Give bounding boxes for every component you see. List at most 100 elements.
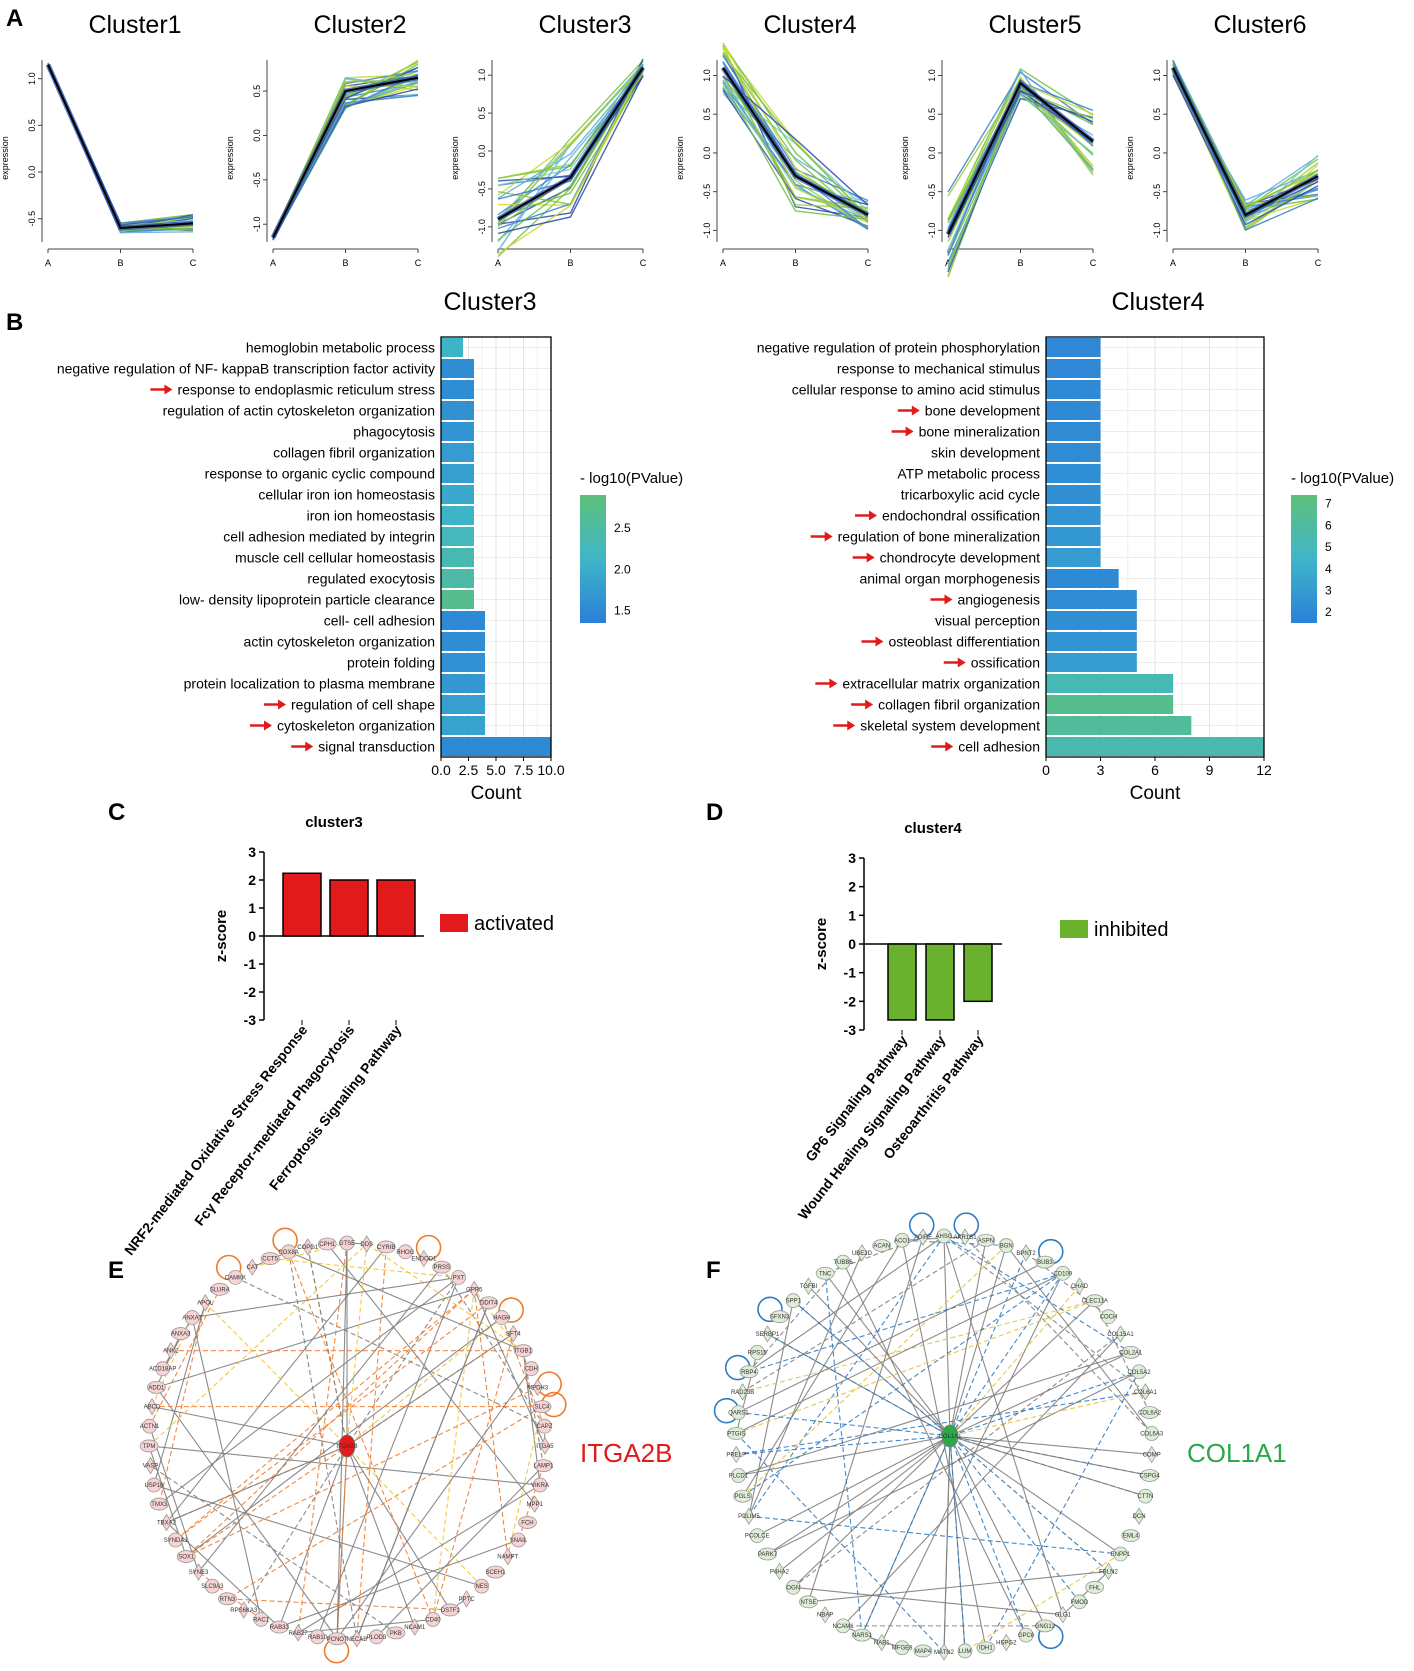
- x-tick-label: C: [1315, 258, 1322, 268]
- network-node: [468, 1280, 480, 1299]
- member-line: [722, 81, 869, 221]
- network-node-label: ACAN: [873, 1244, 890, 1250]
- network-node-label: COL6A3: [1140, 1431, 1164, 1437]
- y-tick-label: -1.0: [1152, 223, 1162, 239]
- cluster-title: Cluster6: [1213, 11, 1306, 39]
- go-term-label: regulated exocytosis: [307, 571, 435, 587]
- network-node: [246, 1258, 258, 1276]
- network-node-label: PLOD3: [367, 1635, 387, 1641]
- go-bar: [1046, 737, 1264, 756]
- network-edge: [807, 1236, 924, 1602]
- y-tick-label: -0.5: [1152, 184, 1162, 200]
- network-edge: [227, 1598, 451, 1611]
- network-node-label: ITGB1: [515, 1349, 533, 1355]
- y-tick-label: 1.0: [927, 69, 937, 82]
- network-node: [534, 1459, 553, 1473]
- go-bar: [1046, 527, 1101, 546]
- network-node-label: CDH: [525, 1367, 538, 1373]
- x-tick-label: B: [1017, 258, 1023, 268]
- network-edge: [432, 1289, 475, 1620]
- network-edge: [767, 1333, 951, 1437]
- x-tick-label: 5.0: [486, 762, 506, 778]
- y-tick-label: -2: [244, 984, 257, 1000]
- go-bar: [1046, 338, 1101, 357]
- network-node-label: CTTN: [1137, 1494, 1153, 1500]
- network-edge: [949, 1435, 1121, 1555]
- network-node-label: COL6A2: [1138, 1411, 1162, 1417]
- network-edge: [949, 1435, 1146, 1497]
- member-line: [497, 61, 644, 180]
- go-bar: [1046, 380, 1101, 399]
- y-tick-label: 2: [848, 879, 856, 895]
- network-node-label: GLG1: [1055, 1613, 1072, 1619]
- y-axis-title: expression: [225, 136, 235, 180]
- go-bar: [1046, 401, 1101, 420]
- network-node-label: TGFBI: [800, 1284, 818, 1290]
- network-edge: [842, 1333, 1121, 1627]
- network-edge: [288, 1251, 524, 1352]
- network-node-label: HSPG2: [996, 1640, 1017, 1646]
- y-tick-label: 1: [848, 907, 856, 923]
- chart-title: cluster3: [305, 814, 363, 831]
- x-tick-label: B: [567, 258, 573, 268]
- network-node-label: COL2A1: [1119, 1350, 1143, 1356]
- x-tick-label: C: [640, 258, 647, 268]
- network-edge: [748, 1261, 844, 1373]
- network-node: [1137, 1488, 1153, 1504]
- x-tick-label: A: [1170, 258, 1176, 268]
- highlight-arrow-head: [945, 741, 954, 752]
- network-node-label: IDH1: [979, 1646, 993, 1652]
- network-edge: [861, 1435, 951, 1636]
- network-node-label: FHL: [1089, 1585, 1101, 1591]
- network-node-label: LAMP1: [534, 1464, 554, 1470]
- go-term-label: bone development: [925, 403, 1040, 419]
- go-bar-chart-cluster4: Cluster4 negative regulation of protein p…: [757, 288, 1394, 804]
- cluster-title: Cluster1: [88, 11, 181, 39]
- network-node: [737, 1383, 749, 1401]
- network-node-label: SNAIL: [510, 1538, 528, 1544]
- network-node: [281, 1244, 297, 1260]
- member-line: [272, 75, 419, 241]
- member-line: [947, 71, 1094, 193]
- network-edge: [191, 1317, 262, 1620]
- network-edge: [943, 1235, 1132, 1353]
- network-node-label: PCNOT: [327, 1637, 348, 1643]
- network-node: [513, 1344, 533, 1358]
- go-term-label: negative regulation of NF- kappaB transc…: [57, 361, 435, 377]
- go-bar: [1046, 632, 1137, 651]
- network-node: [749, 1344, 765, 1360]
- network-edge: [824, 1272, 951, 1437]
- highlight-arrow-head: [869, 510, 877, 521]
- network-edge: [757, 1435, 951, 1537]
- network-node: [302, 1238, 314, 1256]
- legend-tick-label: 4: [1325, 562, 1332, 576]
- highlight-arrow-head: [164, 384, 173, 395]
- network-edge: [735, 1433, 945, 1653]
- panel-label-a: A: [6, 5, 23, 32]
- network-node: [537, 1418, 552, 1434]
- highlight-arrow-head: [866, 552, 875, 563]
- go-bar: [1046, 653, 1137, 672]
- network-node-label: COPG1: [297, 1245, 319, 1251]
- network-node: [494, 1310, 510, 1325]
- pathway-label: Wound Healing Signaling Pathway: [795, 1032, 949, 1223]
- go-term-label: endochondral ossification: [882, 508, 1040, 524]
- network-node: [361, 1235, 373, 1253]
- network-node: [1085, 1580, 1105, 1594]
- network-node-label: CLEC11A: [1082, 1299, 1108, 1305]
- y-tick-label: -1.0: [927, 223, 937, 239]
- network-edge: [288, 1251, 434, 1620]
- network-node-label: COL15A1: [1107, 1332, 1134, 1338]
- y-tick-label: -1: [844, 965, 857, 981]
- network-node: [976, 1233, 996, 1247]
- network-edge: [742, 1245, 1007, 1497]
- y-tick-label: -0.5: [27, 211, 37, 227]
- x-tick-label: 0.0: [431, 762, 451, 778]
- network-edge: [307, 1246, 348, 1447]
- network-node: [269, 1620, 289, 1634]
- network-edge: [949, 1351, 1131, 1437]
- network-node: [418, 1249, 430, 1268]
- network-node: [803, 1277, 814, 1295]
- network-edge: [881, 1273, 1064, 1643]
